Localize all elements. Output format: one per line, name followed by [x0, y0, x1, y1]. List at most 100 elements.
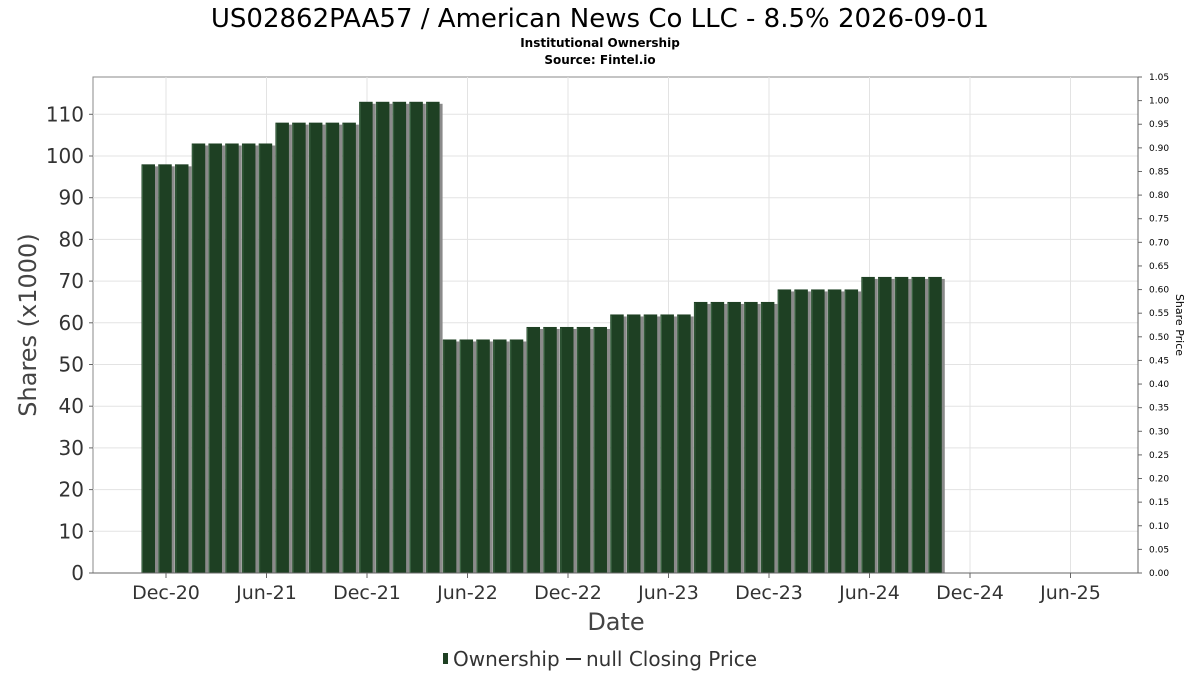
y2-tick-label: 1.00	[1149, 97, 1169, 107]
x-tick-label: Jun-25	[1039, 582, 1101, 604]
bar	[861, 276, 875, 573]
y2-tick-label: 0.80	[1149, 191, 1169, 201]
y2-tick-label: 0.40	[1149, 380, 1169, 390]
bar	[827, 289, 842, 573]
y2-tick-label: 0.65	[1149, 262, 1169, 272]
y2-tick-label: 0.75	[1149, 215, 1169, 225]
y2-tick-label: 0.00	[1149, 569, 1169, 579]
y2-axis-label: Share Price	[1173, 294, 1186, 356]
y-tick-label: 80	[59, 227, 84, 251]
x-tick-label: Dec-23	[735, 582, 803, 604]
bar-series-ownership	[141, 101, 945, 574]
y-tick-label: 60	[59, 311, 84, 335]
bar	[509, 339, 524, 573]
bar	[325, 122, 340, 573]
bar	[693, 301, 708, 573]
legend-price-label: null Closing Price	[586, 647, 757, 671]
bar	[610, 314, 624, 573]
left-axis-ticks: 0 10 20 30 40 50 60 70 80 90 100 110	[46, 102, 93, 585]
bar	[794, 289, 808, 573]
x-tick-label: Dec-24	[936, 582, 1004, 604]
bar	[560, 326, 574, 573]
y2-tick-label: 0.25	[1149, 451, 1169, 461]
y2-tick-label: 0.35	[1149, 404, 1169, 414]
y2-tick-label: 1.05	[1149, 73, 1169, 83]
y-tick-label: 70	[59, 269, 84, 293]
bar	[426, 101, 440, 573]
y-tick-label: 20	[59, 478, 84, 502]
bar	[660, 314, 674, 573]
y2-tick-label: 0.85	[1149, 167, 1169, 177]
y-tick-label: 10	[59, 519, 84, 543]
bar	[342, 122, 356, 573]
bar	[744, 301, 758, 573]
x-axis-ticks: Dec-20 Jun-21 Dec-21 Jun-22 Dec-22 Jun-23 Dec-…	[132, 573, 1101, 604]
bar	[811, 289, 825, 573]
y2-tick-label: 0.30	[1149, 427, 1169, 437]
bar	[911, 276, 926, 573]
bar	[710, 301, 725, 573]
y-tick-label: 90	[59, 186, 84, 210]
y2-tick-label: 0.55	[1149, 309, 1169, 319]
y2-tick-label: 0.05	[1149, 545, 1169, 555]
legend: Ownership null Closing Price	[443, 647, 757, 671]
x-axis-label: Date	[587, 608, 644, 636]
bar	[643, 314, 658, 573]
bar	[375, 101, 390, 573]
bar	[174, 164, 189, 573]
y-axis-label: Shares (x1000)	[14, 233, 42, 416]
bar	[409, 101, 423, 573]
y-tick-label: 110	[46, 102, 84, 126]
bar	[258, 143, 273, 574]
bar	[760, 301, 775, 573]
y-tick-label: 100	[46, 144, 84, 168]
bar	[844, 289, 859, 573]
y-tick-label: 40	[59, 394, 84, 418]
y2-tick-label: 0.60	[1149, 286, 1169, 296]
bar	[928, 276, 942, 573]
y2-tick-label: 0.90	[1149, 144, 1169, 154]
bar	[894, 276, 909, 573]
y2-tick-label: 0.50	[1149, 333, 1169, 343]
right-axis-ticks: 0.00 0.05 0.10 0.15 0.20 0.25 0.30 0.35 0.40 0.45…	[1138, 73, 1169, 579]
legend-ownership-label: Ownership	[453, 647, 560, 671]
y-tick-label: 0	[71, 561, 84, 585]
x-tick-label: Dec-20	[132, 582, 200, 604]
bar	[493, 339, 507, 573]
bar	[626, 314, 641, 573]
bar	[275, 122, 289, 573]
x-tick-label: Jun-22	[436, 582, 498, 604]
chart-subtitle: Institutional Ownership	[520, 36, 680, 50]
bar	[526, 326, 541, 573]
y-tick-label: 50	[59, 353, 84, 377]
bar	[208, 143, 222, 574]
y2-tick-label: 0.95	[1149, 120, 1169, 130]
y-tick-label: 30	[59, 436, 84, 460]
x-tick-label: Jun-23	[637, 582, 699, 604]
y2-tick-label: 0.15	[1149, 498, 1169, 508]
bar	[141, 164, 155, 573]
bar	[593, 326, 607, 573]
bar	[459, 339, 474, 573]
bar	[677, 314, 691, 573]
bar	[308, 122, 323, 573]
x-tick-label: Dec-21	[333, 582, 401, 604]
bar	[359, 101, 373, 573]
bar	[442, 339, 457, 573]
legend-ownership-swatch	[443, 653, 448, 664]
bar	[241, 143, 256, 574]
bar	[878, 276, 892, 573]
chart-title: US02862PAA57 / American News Co LLC - 8.…	[211, 4, 989, 34]
y2-tick-label: 0.20	[1149, 475, 1169, 485]
bar	[292, 122, 306, 573]
y2-tick-label: 0.10	[1149, 522, 1169, 532]
bar	[392, 101, 407, 573]
x-tick-label: Jun-21	[235, 582, 297, 604]
bar	[727, 301, 741, 573]
x-tick-label: Dec-22	[534, 582, 602, 604]
chart-source: Source: Fintel.io	[544, 53, 655, 67]
x-tick-label: Jun-24	[838, 582, 900, 604]
bar	[158, 164, 172, 573]
